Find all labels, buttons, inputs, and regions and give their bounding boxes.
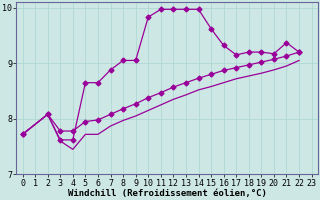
X-axis label: Windchill (Refroidissement éolien,°C): Windchill (Refroidissement éolien,°C) (68, 189, 267, 198)
